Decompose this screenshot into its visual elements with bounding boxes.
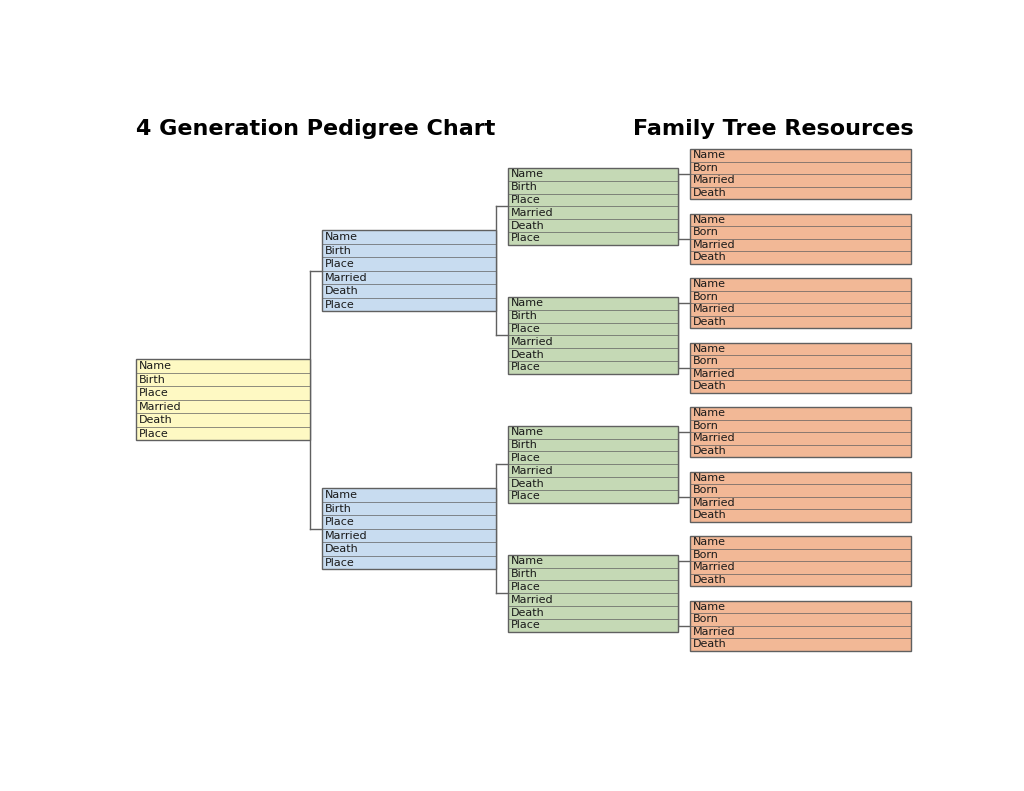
Text: Death: Death <box>693 252 727 263</box>
Text: Death: Death <box>693 446 727 456</box>
FancyBboxPatch shape <box>508 297 678 374</box>
FancyBboxPatch shape <box>690 407 910 457</box>
Text: Family Tree Resources: Family Tree Resources <box>633 119 913 138</box>
Text: 4 Generation Pedigree Chart: 4 Generation Pedigree Chart <box>136 119 496 138</box>
Text: Name: Name <box>511 556 544 566</box>
Text: Name: Name <box>693 537 726 547</box>
FancyBboxPatch shape <box>690 278 910 328</box>
FancyBboxPatch shape <box>136 359 310 441</box>
Text: Name: Name <box>693 344 726 354</box>
Text: Birth: Birth <box>325 246 351 255</box>
Text: Married: Married <box>511 595 554 604</box>
Text: Married: Married <box>693 369 735 379</box>
FancyBboxPatch shape <box>690 343 910 392</box>
Text: Place: Place <box>325 259 354 269</box>
Text: Place: Place <box>325 517 354 527</box>
Text: Place: Place <box>511 491 541 501</box>
Text: Name: Name <box>325 233 357 242</box>
Text: Death: Death <box>693 575 727 585</box>
Text: Place: Place <box>511 324 541 334</box>
Text: Death: Death <box>693 510 727 520</box>
Text: Place: Place <box>139 388 169 398</box>
Text: Married: Married <box>693 498 735 508</box>
Text: Place: Place <box>511 620 541 630</box>
Text: Name: Name <box>325 490 357 500</box>
Text: Born: Born <box>693 227 719 237</box>
Text: Birth: Birth <box>325 504 351 513</box>
Text: Married: Married <box>511 208 554 218</box>
Text: Name: Name <box>693 408 726 418</box>
Text: Married: Married <box>511 466 554 475</box>
FancyBboxPatch shape <box>508 554 678 632</box>
Text: Married: Married <box>693 305 735 314</box>
FancyBboxPatch shape <box>508 426 678 503</box>
Text: Married: Married <box>693 433 735 443</box>
Text: Born: Born <box>693 550 719 560</box>
FancyBboxPatch shape <box>690 214 910 263</box>
Text: Married: Married <box>693 626 735 637</box>
Text: Name: Name <box>511 427 544 437</box>
Text: Death: Death <box>325 544 358 554</box>
Text: Married: Married <box>693 562 735 573</box>
Text: Death: Death <box>693 317 727 327</box>
Text: Name: Name <box>693 150 726 161</box>
Text: Place: Place <box>325 558 354 567</box>
FancyBboxPatch shape <box>508 168 678 245</box>
Text: Married: Married <box>693 240 735 250</box>
Text: Place: Place <box>511 362 541 373</box>
Text: Place: Place <box>139 429 169 438</box>
Text: Born: Born <box>693 615 719 624</box>
Text: Name: Name <box>693 215 726 225</box>
Text: Death: Death <box>693 188 727 198</box>
Text: Married: Married <box>325 531 368 540</box>
FancyBboxPatch shape <box>690 471 910 521</box>
Text: Married: Married <box>325 273 368 282</box>
Text: Place: Place <box>511 453 541 463</box>
Text: Name: Name <box>511 298 544 308</box>
Text: Married: Married <box>693 176 735 185</box>
Text: Birth: Birth <box>511 311 538 321</box>
Text: Name: Name <box>693 602 726 611</box>
Text: Birth: Birth <box>511 182 538 192</box>
Text: Born: Born <box>693 356 719 366</box>
Text: Death: Death <box>325 286 358 296</box>
Text: Name: Name <box>693 473 726 483</box>
Text: Name: Name <box>511 169 544 180</box>
Text: Born: Born <box>693 292 719 302</box>
Text: Birth: Birth <box>139 375 166 384</box>
Text: Death: Death <box>511 479 545 489</box>
Text: Place: Place <box>325 300 354 309</box>
Text: Death: Death <box>693 381 727 392</box>
Text: Death: Death <box>511 350 545 360</box>
Text: Death: Death <box>511 607 545 618</box>
Text: Place: Place <box>511 233 541 244</box>
FancyBboxPatch shape <box>690 149 910 199</box>
Text: Born: Born <box>693 421 719 431</box>
Text: Death: Death <box>693 639 727 649</box>
Text: Born: Born <box>693 486 719 495</box>
FancyBboxPatch shape <box>690 600 910 650</box>
FancyBboxPatch shape <box>322 230 496 312</box>
Text: Birth: Birth <box>511 569 538 579</box>
Text: Married: Married <box>139 402 181 411</box>
FancyBboxPatch shape <box>690 536 910 586</box>
Text: Born: Born <box>693 163 719 173</box>
Text: Name: Name <box>693 279 726 290</box>
Text: Married: Married <box>511 337 554 346</box>
Text: Death: Death <box>139 415 173 425</box>
Text: Death: Death <box>511 221 545 231</box>
Text: Name: Name <box>139 361 172 371</box>
FancyBboxPatch shape <box>322 488 496 570</box>
Text: Place: Place <box>511 582 541 592</box>
Text: Birth: Birth <box>511 440 538 450</box>
Text: Place: Place <box>511 195 541 205</box>
